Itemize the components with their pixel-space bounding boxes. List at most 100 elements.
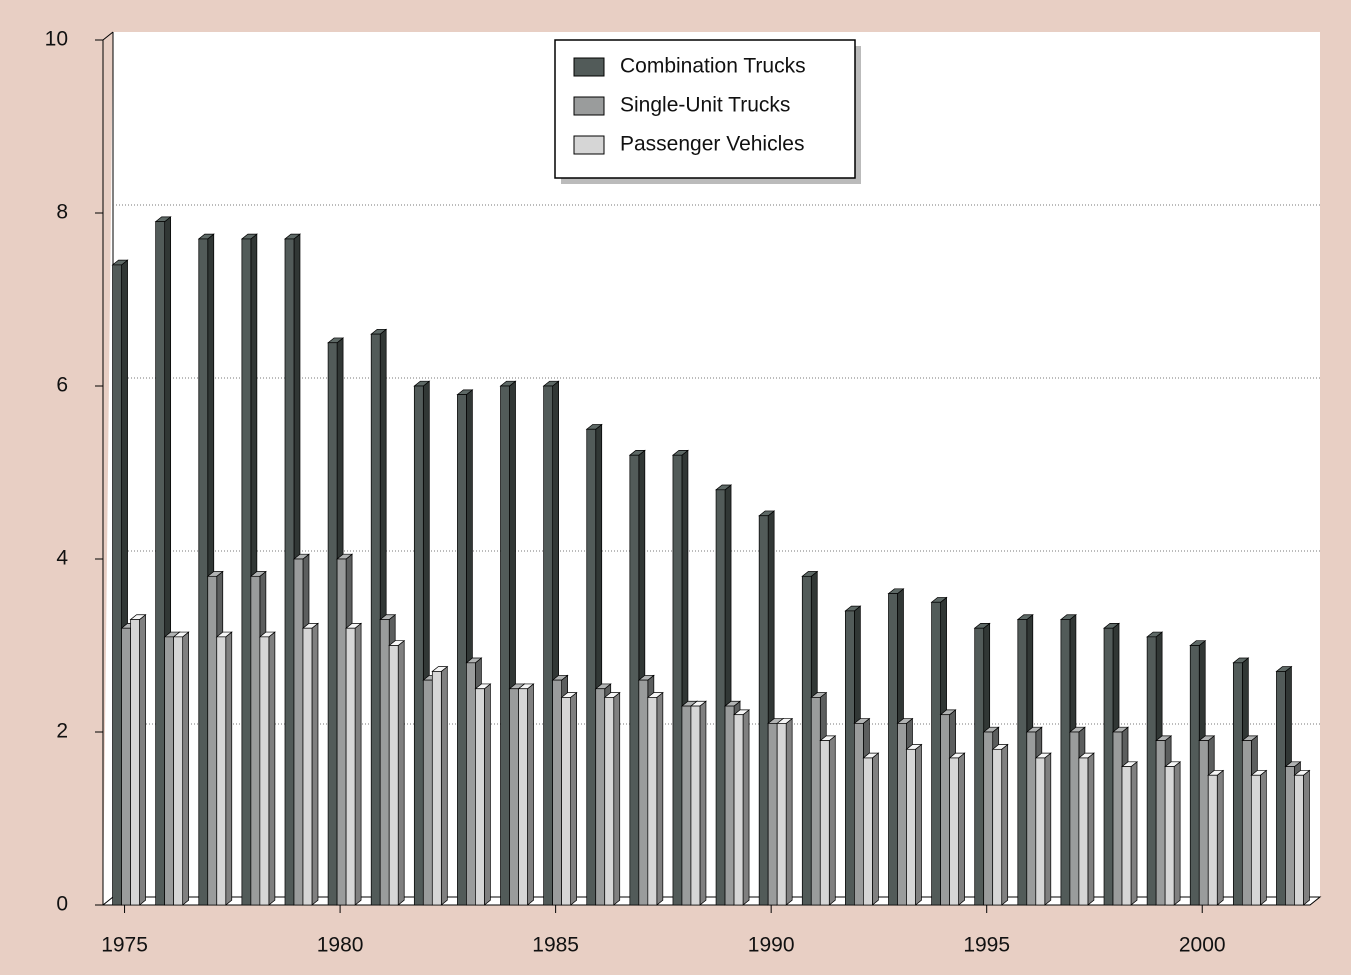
x-tick-label: 1980: [317, 934, 364, 957]
bar-front: [1121, 766, 1132, 906]
legend-box: [554, 39, 856, 179]
bar-front: [173, 636, 184, 906]
y-tick-label: 6: [56, 374, 68, 397]
bar-front: [733, 714, 744, 906]
bar-front: [130, 619, 140, 906]
bar-front: [259, 636, 270, 906]
axis-edge: [102, 31, 114, 41]
bar-side: [1001, 743, 1009, 906]
bar: [905, 743, 923, 906]
bar-front: [284, 238, 295, 906]
bar: [1164, 761, 1182, 906]
bar-front: [586, 428, 597, 906]
bar-front: [1285, 766, 1295, 906]
bar-front: [388, 645, 399, 906]
bar-front: [466, 662, 476, 906]
bar-front: [1232, 662, 1243, 906]
bar-front: [1078, 757, 1089, 906]
bar-front: [897, 722, 907, 906]
legend-swatch: [573, 96, 605, 116]
y-tick-label: 8: [56, 201, 68, 224]
bar-side: [570, 691, 577, 906]
bar-front: [422, 679, 433, 906]
bar-front: [767, 722, 778, 906]
plot-area: [103, 32, 1320, 905]
bar-side: [1173, 761, 1181, 906]
bar: [733, 709, 751, 906]
bar-front: [690, 705, 701, 906]
bar: [603, 691, 621, 906]
y-tick-label: 2: [56, 720, 68, 743]
bar: [215, 631, 233, 906]
bar-front: [1241, 740, 1252, 906]
bar-front: [370, 333, 381, 906]
bar-side: [225, 631, 233, 906]
bar-front: [1164, 766, 1175, 906]
bar-front: [1189, 645, 1200, 906]
bar-front: [327, 342, 338, 906]
bar: [991, 743, 1009, 906]
bar-front: [250, 575, 261, 906]
bar-front: [1155, 740, 1166, 906]
bar-front: [724, 705, 735, 906]
y-tick-label: 0: [56, 893, 68, 916]
bar-side: [828, 735, 836, 906]
bar-front: [1069, 731, 1080, 906]
bar-front: [336, 558, 347, 906]
bar-front: [552, 679, 562, 906]
bar: [431, 665, 449, 906]
x-tick-label: 2000: [1179, 934, 1226, 957]
bar: [258, 631, 276, 906]
bar-front: [1294, 774, 1304, 906]
bar-side: [484, 683, 491, 906]
bar-side: [1044, 752, 1052, 906]
bar-front: [155, 221, 166, 906]
bar-front: [345, 627, 356, 906]
bar-front: [1060, 619, 1071, 906]
bar-front: [931, 601, 941, 906]
bar: [689, 700, 707, 906]
bar-front: [500, 385, 510, 906]
legend-swatch: [573, 135, 605, 155]
bar-front: [198, 238, 209, 906]
bar-front: [112, 264, 122, 906]
bar-side: [1216, 769, 1224, 906]
bar-front: [457, 394, 467, 906]
bar-side: [527, 683, 534, 906]
bar-front: [810, 697, 821, 906]
x-tick-label: 1990: [748, 934, 795, 957]
bar-front: [776, 722, 787, 906]
bar: [948, 752, 966, 906]
bar-front: [216, 636, 227, 906]
bar-side: [785, 717, 793, 906]
bar-front: [379, 619, 390, 906]
bar-front: [518, 688, 528, 906]
bar-front: [1207, 774, 1218, 906]
bar-front: [595, 688, 606, 906]
bar-side: [354, 622, 362, 906]
bar-side: [268, 631, 276, 906]
bar-front: [715, 489, 726, 906]
bar-front: [164, 636, 175, 906]
bar-front: [801, 575, 812, 906]
y-tick-label: 4: [56, 547, 68, 570]
bar-side: [656, 691, 664, 906]
bar-side: [958, 752, 965, 906]
bar-front: [863, 757, 873, 906]
bar: [1293, 769, 1311, 906]
bar-side: [613, 691, 621, 906]
bar-front: [431, 671, 442, 906]
bar: [172, 631, 190, 906]
bar-front: [121, 627, 131, 906]
bar: [1077, 752, 1095, 906]
bar-front: [302, 627, 313, 906]
bar: [1207, 769, 1225, 906]
bar-front: [1017, 619, 1028, 906]
bar-front: [1112, 731, 1123, 906]
bar: [1121, 761, 1139, 906]
bar: [301, 622, 319, 906]
bar-front: [413, 385, 424, 906]
bar-side: [397, 639, 405, 906]
